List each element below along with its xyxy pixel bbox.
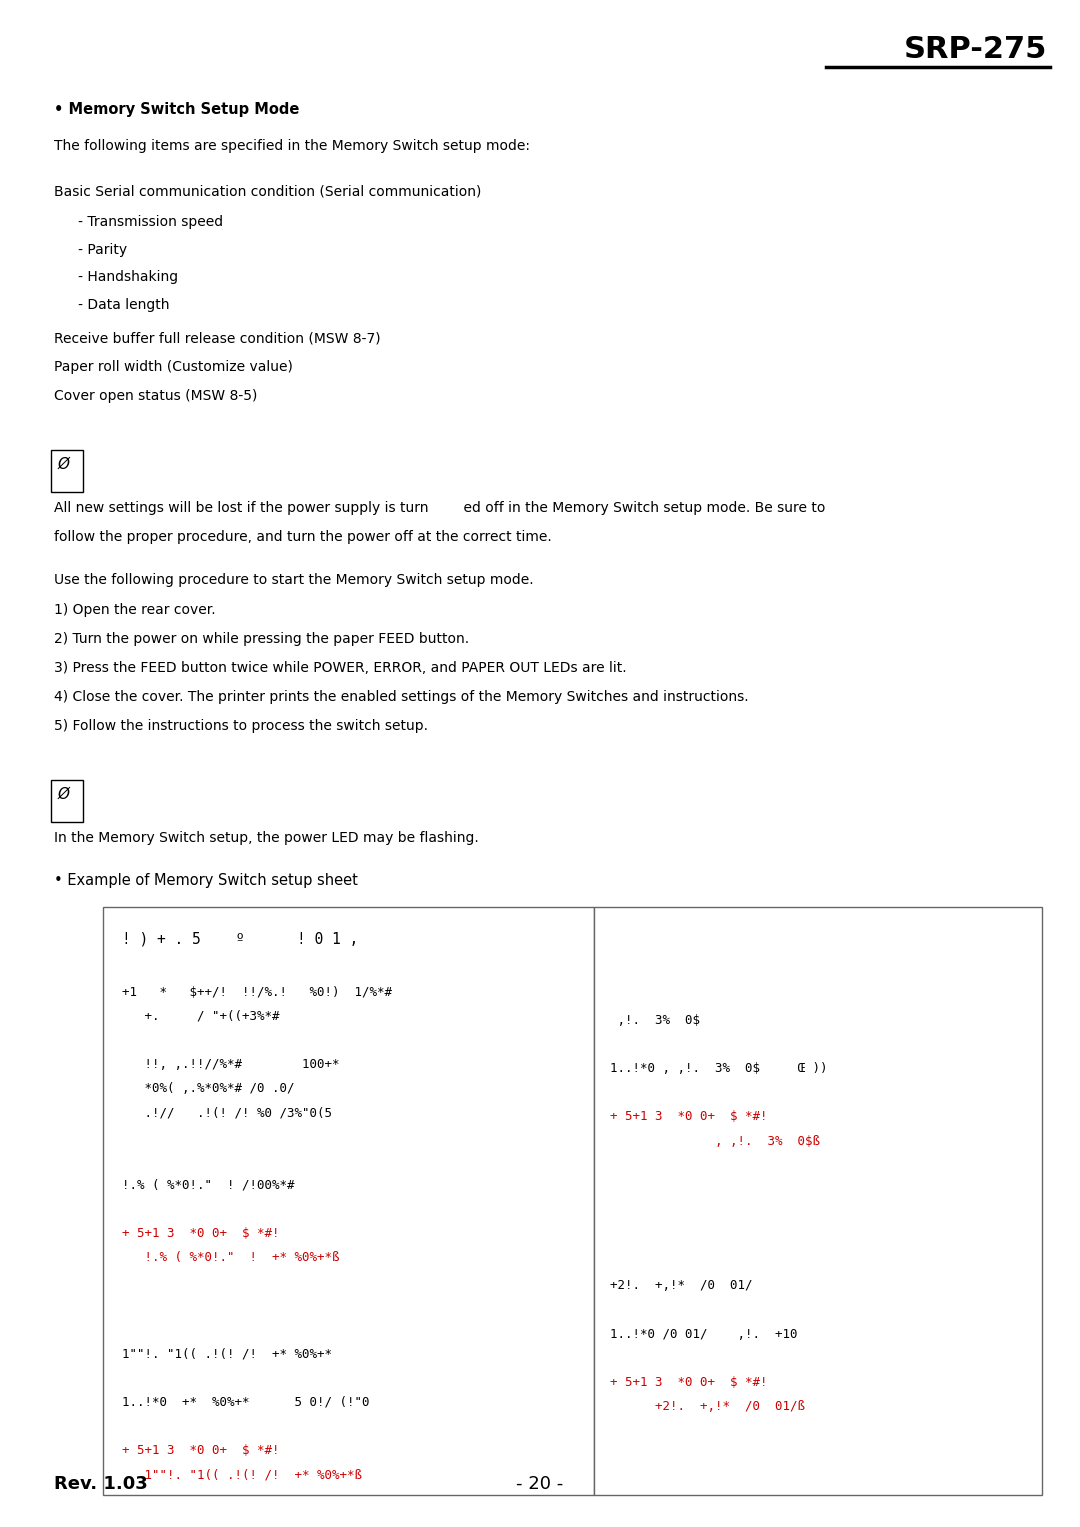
Text: All new settings will be lost if the power supply is turn        ed off in the M: All new settings will be lost if the pow… — [54, 501, 825, 515]
FancyBboxPatch shape — [594, 907, 1042, 1495]
Text: • Memory Switch Setup Mode: • Memory Switch Setup Mode — [54, 102, 299, 118]
Text: +2!.  +,!*  /0  01/: +2!. +,!* /0 01/ — [610, 1280, 753, 1292]
Text: Ø: Ø — [57, 457, 69, 472]
Text: +2!.  +,!*  /0  01/ß: +2!. +,!* /0 01/ß — [610, 1400, 806, 1412]
Text: + 5+1 3  *0 0+  $ *#!: + 5+1 3 *0 0+ $ *#! — [122, 1228, 280, 1240]
Text: .!//   .!(! /! %0 /3%"0(5: .!// .!(! /! %0 /3%"0(5 — [122, 1107, 332, 1119]
Text: + 5+1 3  *0 0+  $ *#!: + 5+1 3 *0 0+ $ *#! — [610, 1110, 768, 1124]
Text: 2) Turn the power on while pressing the paper FEED button.: 2) Turn the power on while pressing the … — [54, 632, 469, 646]
Text: Receive buffer full release condition (MSW 8-7): Receive buffer full release condition (M… — [54, 331, 380, 345]
Text: - Parity: - Parity — [65, 243, 127, 257]
Text: SRP-275: SRP-275 — [904, 35, 1048, 64]
Text: Ø: Ø — [57, 786, 69, 802]
FancyBboxPatch shape — [103, 907, 594, 1495]
Text: 3) Press the FEED button twice while POWER, ERROR, and PAPER OUT LEDs are lit.: 3) Press the FEED button twice while POW… — [54, 661, 626, 675]
Text: +.     / "+((+3%*#: +. / "+((+3%*# — [122, 1009, 280, 1023]
Text: Use the following procedure to start the Memory Switch setup mode.: Use the following procedure to start the… — [54, 573, 534, 586]
Text: In the Memory Switch setup, the power LED may be flashing.: In the Memory Switch setup, the power LE… — [54, 831, 478, 844]
Text: 4) Close the cover. The printer prints the enabled settings of the Memory Switch: 4) Close the cover. The printer prints t… — [54, 690, 748, 704]
Text: + 5+1 3  *0 0+  $ *#!: + 5+1 3 *0 0+ $ *#! — [122, 1445, 280, 1457]
Text: - 20 -: - 20 - — [516, 1475, 564, 1493]
Text: • Example of Memory Switch setup sheet: • Example of Memory Switch setup sheet — [54, 873, 357, 889]
Text: - Handshaking: - Handshaking — [65, 270, 178, 284]
Text: !.% ( %*0!."  ! /!00%*#: !.% ( %*0!." ! /!00%*# — [122, 1179, 295, 1193]
Text: 5) Follow the instructions to process the switch setup.: 5) Follow the instructions to process th… — [54, 719, 428, 733]
FancyBboxPatch shape — [51, 780, 83, 822]
Text: ! ) + . 5    º      ! 0 1 ,: ! ) + . 5 º ! 0 1 , — [122, 931, 359, 947]
FancyBboxPatch shape — [51, 450, 83, 492]
Text: Cover open status (MSW 8-5): Cover open status (MSW 8-5) — [54, 389, 257, 403]
Text: , ,!.  3%  0$ß: , ,!. 3% 0$ß — [610, 1135, 820, 1148]
Text: The following items are specified in the Memory Switch setup mode:: The following items are specified in the… — [54, 139, 530, 153]
Text: *0%( ,.%*0%*# /0 .0/: *0%( ,.%*0%*# /0 .0/ — [122, 1083, 295, 1095]
Text: 1) Open the rear cover.: 1) Open the rear cover. — [54, 603, 216, 617]
Text: 1..!*0 /0 01/    ,!.  +10: 1..!*0 /0 01/ ,!. +10 — [610, 1327, 798, 1341]
Text: 1""!. "1(( .!(! /!  +* %0%+*: 1""!. "1(( .!(! /! +* %0%+* — [122, 1348, 332, 1361]
Text: ,!.  3%  0$: ,!. 3% 0$ — [610, 1014, 700, 1028]
Text: +1   *   $++/!  !!/%.!   %0!)  1/%*#: +1 * $++/! !!/%.! %0!) 1/%*# — [122, 986, 392, 999]
Text: !.% ( %*0!."  !  +* %0%+*ß: !.% ( %*0!." ! +* %0%+*ß — [122, 1251, 339, 1264]
Text: + 5+1 3  *0 0+  $ *#!: + 5+1 3 *0 0+ $ *#! — [610, 1376, 768, 1390]
Text: 1""!. "1(( .!(! /!  +* %0%+*ß: 1""!. "1(( .!(! /! +* %0%+*ß — [122, 1469, 362, 1481]
Text: Rev. 1.03: Rev. 1.03 — [54, 1475, 148, 1493]
Text: follow the proper procedure, and turn the power off at the correct time.: follow the proper procedure, and turn th… — [54, 530, 552, 544]
Text: - Transmission speed: - Transmission speed — [65, 215, 222, 229]
Text: Paper roll width (Customize value): Paper roll width (Customize value) — [54, 360, 293, 374]
Text: - Data length: - Data length — [65, 298, 170, 312]
Text: Basic Serial communication condition (Serial communication): Basic Serial communication condition (Se… — [54, 185, 482, 199]
Text: 1..!*0  +*  %0%+*      5 0!/ (!"0: 1..!*0 +* %0%+* 5 0!/ (!"0 — [122, 1396, 369, 1409]
Text: !!, ,.!!//%*#        100+*: !!, ,.!!//%*# 100+* — [122, 1058, 339, 1072]
Text: 1..!*0 , ,!.  3%  0$     Œ )): 1..!*0 , ,!. 3% 0$ Œ )) — [610, 1063, 827, 1075]
